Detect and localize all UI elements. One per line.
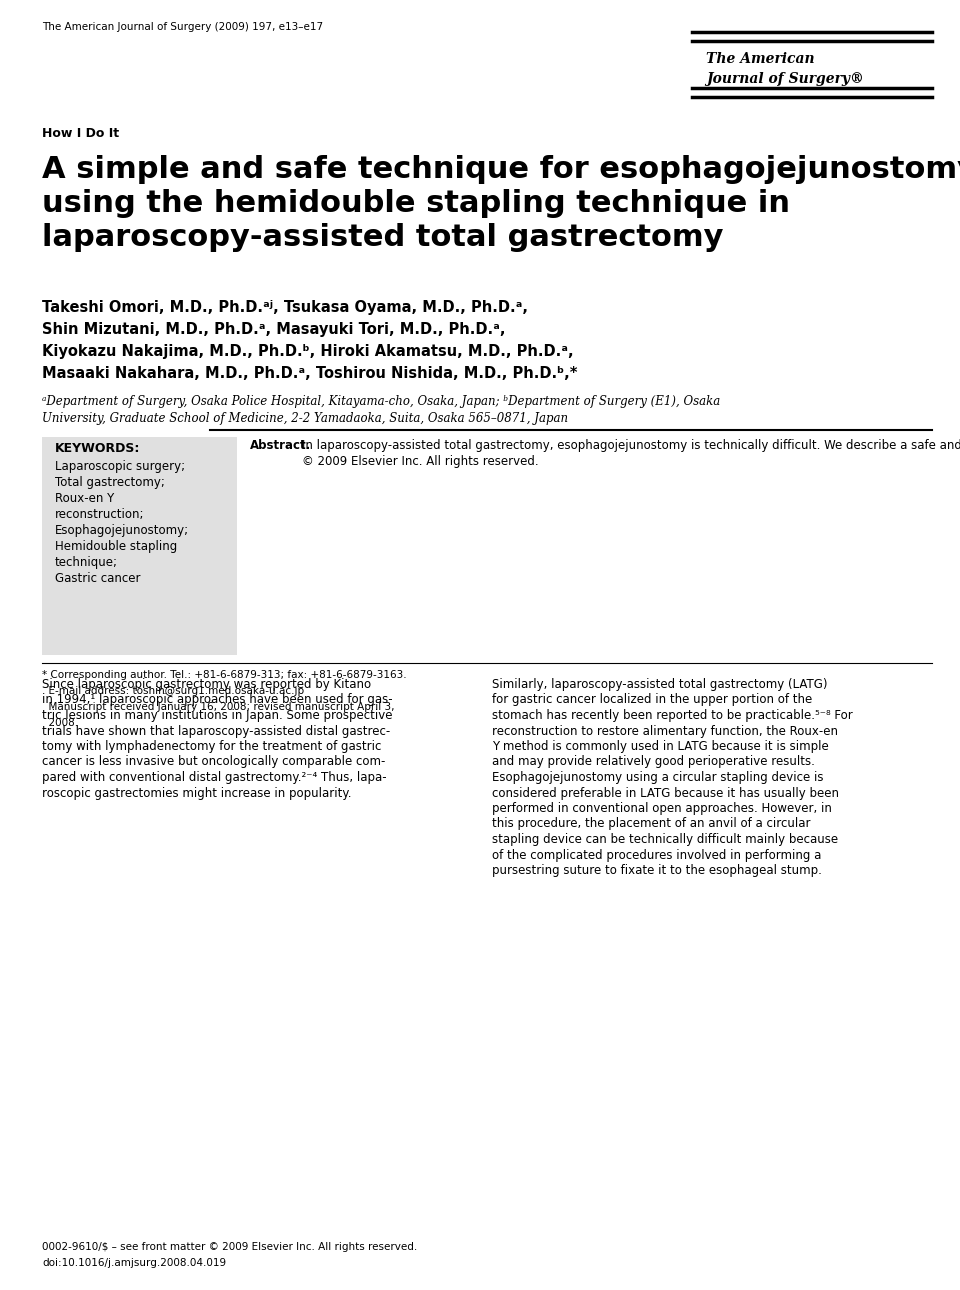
Text: reconstruction;: reconstruction; [55,508,145,521]
Text: performed in conventional open approaches. However, in: performed in conventional open approache… [492,802,832,815]
Text: Journal of Surgery®: Journal of Surgery® [706,72,864,86]
Text: pared with conventional distal gastrectomy.²⁻⁴ Thus, lapa-: pared with conventional distal gastrecto… [42,771,387,784]
Text: 2008.: 2008. [42,719,78,728]
Text: Since laparoscopic gastrectomy was reported by Kitano: Since laparoscopic gastrectomy was repor… [42,679,372,691]
Text: A simple and safe technique for esophagojejunostomy
using the hemidouble staplin: A simple and safe technique for esophago… [42,155,960,252]
Text: Gastric cancer: Gastric cancer [55,571,140,584]
Text: of the complicated procedures involved in performing a: of the complicated procedures involved i… [492,849,822,862]
Text: Esophagojejunostomy using a circular stapling device is: Esophagojejunostomy using a circular sta… [492,771,824,784]
Text: Kiyokazu Nakajima, M.D., Ph.D.ᵇ, Hiroki Akamatsu, M.D., Ph.D.ᵃ,: Kiyokazu Nakajima, M.D., Ph.D.ᵇ, Hiroki … [42,344,574,359]
Text: stomach has recently been reported to be practicable.⁵⁻⁸ For: stomach has recently been reported to be… [492,710,852,722]
Text: for gastric cancer localized in the upper portion of the: for gastric cancer localized in the uppe… [492,694,812,707]
Text: The American Journal of Surgery (2009) 197, e13–e17: The American Journal of Surgery (2009) 1… [42,22,324,32]
Text: doi:10.1016/j.amjsurg.2008.04.019: doi:10.1016/j.amjsurg.2008.04.019 [42,1258,227,1268]
Text: Takeshi Omori, M.D., Ph.D.ᵃʲ, Tsukasa Oyama, M.D., Ph.D.ᵃ,: Takeshi Omori, M.D., Ph.D.ᵃʲ, Tsukasa Oy… [42,301,528,315]
Text: and may provide relatively good perioperative results.: and may provide relatively good perioper… [492,756,815,769]
Text: Laparoscopic surgery;: Laparoscopic surgery; [55,461,185,473]
Text: Esophagojejunostomy;: Esophagojejunostomy; [55,524,189,537]
Text: KEYWORDS:: KEYWORDS: [55,442,140,455]
Text: tomy with lymphadenectomy for the treatment of gastric: tomy with lymphadenectomy for the treatm… [42,740,381,753]
Text: trials have shown that laparoscopy-assisted distal gastrec-: trials have shown that laparoscopy-assis… [42,725,391,738]
Text: considered preferable in LATG because it has usually been: considered preferable in LATG because it… [492,787,839,800]
FancyBboxPatch shape [42,437,237,655]
Text: Similarly, laparoscopy-assisted total gastrectomy (LATG): Similarly, laparoscopy-assisted total ga… [492,679,828,691]
Text: How I Do It: How I Do It [42,126,119,141]
Text: reconstruction to restore alimentary function, the Roux-en: reconstruction to restore alimentary fun… [492,725,838,738]
Text: cancer is less invasive but oncologically comparable com-: cancer is less invasive but oncologicall… [42,756,385,769]
Text: roscopic gastrectomies might increase in popularity.: roscopic gastrectomies might increase in… [42,787,351,800]
Text: Shin Mizutani, M.D., Ph.D.ᵃ, Masayuki Tori, M.D., Ph.D.ᵃ,: Shin Mizutani, M.D., Ph.D.ᵃ, Masayuki To… [42,322,506,337]
Text: technique;: technique; [55,556,118,569]
Text: Hemidouble stapling: Hemidouble stapling [55,541,178,553]
Text: in 1994,¹ laparoscopic approaches have been used for gas-: in 1994,¹ laparoscopic approaches have b… [42,694,393,707]
Text: tric lesions in many institutions in Japan. Some prospective: tric lesions in many institutions in Jap… [42,710,393,722]
Text: Abstract.: Abstract. [250,439,311,451]
Text: 0002-9610/$ – see front matter © 2009 Elsevier Inc. All rights reserved.: 0002-9610/$ – see front matter © 2009 El… [42,1242,418,1253]
Text: stapling device can be technically difficult mainly because: stapling device can be technically diffi… [492,833,838,846]
Text: Manuscript received January 16, 2008; revised manuscript April 3,: Manuscript received January 16, 2008; re… [42,702,395,712]
Text: ᵃDepartment of Surgery, Osaka Police Hospital, Kitayama-cho, Osaka, Japan; ᵇDepa: ᵃDepartment of Surgery, Osaka Police Hos… [42,395,720,408]
Text: Y method is commonly used in LATG because it is simple: Y method is commonly used in LATG becaus… [492,740,828,753]
Text: University, Graduate School of Medicine, 2-2 Yamadaoka, Suita, Osaka 565–0871, J: University, Graduate School of Medicine,… [42,412,568,424]
Text: * Corresponding author. Tel.: +81-6-6879-313; fax: +81-6-6879-3163.: * Corresponding author. Tel.: +81-6-6879… [42,670,407,680]
Text: E-mail address: toshin@surg1.med.osaka-u.ac.jp: E-mail address: toshin@surg1.med.osaka-u… [42,686,304,697]
Text: In laparoscopy-assisted total gastrectomy, esophagojejunostomy is technically di: In laparoscopy-assisted total gastrectom… [302,439,960,468]
Text: Total gastrectomy;: Total gastrectomy; [55,476,165,489]
Text: this procedure, the placement of an anvil of a circular: this procedure, the placement of an anvi… [492,818,810,831]
Text: Roux-en Y: Roux-en Y [55,491,114,504]
Text: pursestring suture to fixate it to the esophageal stump.: pursestring suture to fixate it to the e… [492,864,822,877]
Text: Masaaki Nakahara, M.D., Ph.D.ᵃ, Toshirou Nishida, M.D., Ph.D.ᵇ,*: Masaaki Nakahara, M.D., Ph.D.ᵃ, Toshirou… [42,366,578,381]
Text: The American: The American [706,52,815,66]
